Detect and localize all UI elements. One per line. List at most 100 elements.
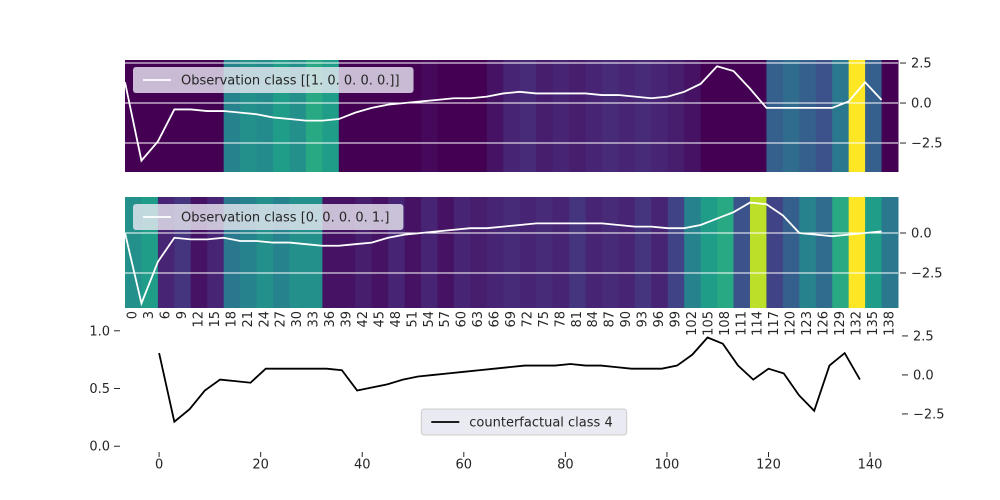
heat-cell [733,60,751,172]
heat-cell [848,60,866,172]
heat-cell [601,197,619,308]
x-tick-label: 63 [471,311,486,328]
heat-cell [684,60,702,172]
heat-cell [832,197,850,308]
x-tick-label: 21 [241,311,256,328]
data-line [158,336,861,424]
x-tick-label: 78 [553,311,568,328]
y-tick-label: 2.5 [911,57,932,72]
heat-cell [832,60,850,172]
x-tick-label: 126 [816,311,831,336]
heat-cell [618,197,636,308]
heat-cell [700,60,718,172]
y-tick-label: −2.5 [911,137,943,152]
x-tick-label: 9 [175,311,190,319]
heat-cell [766,60,784,172]
x-tick-label: 75 [537,311,552,328]
heat-cell [536,197,554,308]
heat-cell [749,60,767,172]
heat-cell [601,60,619,172]
x-tick-label: 135 [866,311,881,336]
x-tick-label: 100 [655,458,680,473]
x-tick-label: 0 [126,311,141,319]
x-tick-label: 6 [159,311,174,319]
y-tick-label: 0.0 [89,440,110,455]
x-tick-label: 123 [800,311,815,336]
x-tick-label: 18 [224,311,239,328]
heat-cell [503,60,521,172]
heat-cell [799,60,817,172]
heat-cell [569,60,587,172]
x-tick-label: 66 [488,311,503,328]
heat-cell [569,197,587,308]
heat-cell [552,60,570,172]
y2-tick-label: 2.5 [913,329,934,344]
x-tick-label: 114 [751,311,766,336]
heat-cell [618,60,636,172]
legend-box [133,204,404,230]
x-tick-label: 117 [767,311,782,336]
x-tick-label: 3 [142,311,157,319]
x-tick-label: 60 [456,458,473,473]
x-tick-label: 60 [455,311,470,328]
x-tick-label: 0 [155,458,163,473]
x-tick-label: 15 [208,311,223,328]
x-tick-label: 93 [636,311,651,328]
x-tick-label: 20 [252,458,269,473]
x-tick-label: 51 [405,311,420,328]
x-tick-label: 140 [858,458,883,473]
heat-cell [470,60,488,172]
heat-cell [421,197,438,308]
heat-cell [634,60,652,172]
x-tick-label: 96 [652,311,667,328]
x-tick-label: 48 [389,311,404,328]
y2-tick-label: 0.0 [913,368,934,383]
legend-box [420,408,628,436]
heat-cell [717,197,735,308]
y-tick-label: −2.5 [911,266,943,281]
y-tick-label: 1.0 [89,324,110,339]
heat-cell [585,197,603,308]
heat-cell [881,197,899,308]
x-tick-label: 40 [354,458,371,473]
x-tick-label: 72 [520,311,535,328]
x-tick-label: 105 [701,311,716,336]
x-tick-label: 84 [586,311,601,328]
x-tick-label: 129 [833,311,848,336]
x-tick-label: 120 [756,458,781,473]
x-tick-label: 138 [882,311,897,336]
x-tick-label: 108 [718,311,733,336]
heat-cell [667,60,685,172]
heat-cell [503,197,521,308]
heat-cell [684,197,702,308]
heat-cell [700,197,718,308]
heat-cell [486,197,504,308]
data-line [124,201,882,307]
x-tick-label: 12 [192,311,207,328]
x-tick-label: 24 [257,311,272,328]
heat-cell [519,197,537,308]
x-tick-label: 120 [784,311,799,336]
x-tick-label: 87 [603,311,618,328]
x-tick-label: 102 [685,311,700,336]
x-tick-label: 42 [356,311,371,328]
x-tick-label: 81 [570,311,585,328]
heat-cell [717,60,735,172]
x-tick-label: 39 [340,311,355,328]
heat-cell [865,197,883,308]
x-tick-label: 57 [438,311,453,328]
heat-cell [651,197,669,308]
y2-tick-label: −2.5 [913,407,945,422]
heat-cell [782,197,800,308]
heat-cell [815,197,833,308]
heat-cell [519,60,537,172]
x-tick-label: 36 [323,311,338,328]
x-tick-label: 80 [557,458,574,473]
legend-label: counterfactual class 4 [469,416,612,431]
heat-cell [782,60,800,172]
y-tick-label: 0.5 [89,382,110,397]
heat-cell [667,197,685,308]
heat-cell [815,60,833,172]
x-tick-label: 45 [372,311,387,328]
heat-cell [733,197,751,308]
